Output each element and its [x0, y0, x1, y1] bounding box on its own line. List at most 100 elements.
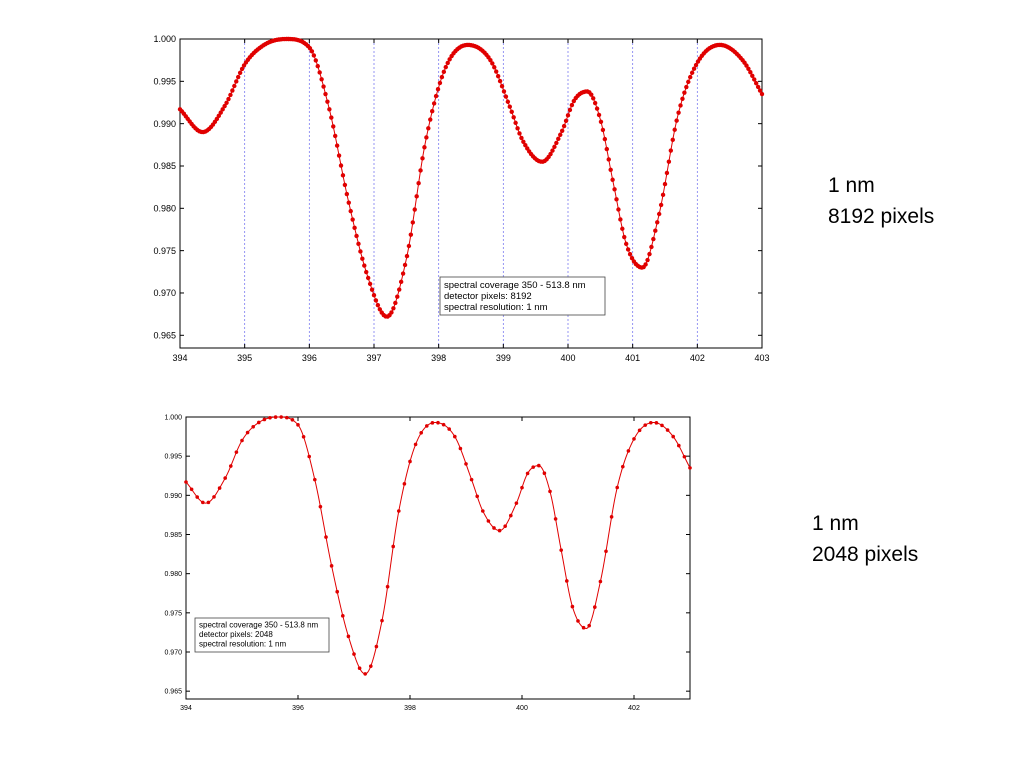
data-point	[239, 66, 245, 72]
data-point	[654, 421, 659, 425]
data-point	[759, 91, 765, 97]
data-point	[678, 103, 683, 108]
x-tick-label: 403	[754, 353, 769, 363]
data-point	[550, 148, 555, 153]
y-tick-label: 0.980	[153, 203, 176, 213]
data-point	[398, 279, 404, 285]
data-point	[365, 275, 371, 281]
data-point	[515, 126, 520, 131]
data-point	[581, 625, 586, 630]
y-tick-label: 0.995	[164, 454, 182, 461]
data-point	[228, 92, 233, 98]
y-tick-label: 0.965	[153, 330, 176, 340]
data-point	[494, 69, 499, 74]
data-point	[369, 287, 375, 292]
data-point	[509, 513, 513, 518]
data-point	[344, 191, 350, 197]
data-point	[315, 63, 320, 69]
chart1-resolution-text: 1 nm	[828, 174, 875, 197]
data-point	[406, 243, 412, 249]
data-point	[360, 256, 365, 261]
data-point	[519, 135, 524, 141]
x-tick-label: 396	[302, 353, 317, 363]
data-point	[520, 485, 524, 490]
data-point	[616, 207, 621, 212]
data-point	[375, 302, 381, 308]
data-point	[674, 118, 679, 123]
data-point	[488, 57, 493, 63]
data-point	[561, 123, 567, 129]
data-point	[548, 151, 553, 157]
data-point	[436, 420, 440, 425]
data-point	[548, 489, 552, 494]
data-point	[408, 459, 412, 464]
data-point	[632, 437, 636, 441]
data-point	[594, 106, 600, 111]
data-point	[385, 584, 390, 589]
data-point	[447, 57, 452, 62]
data-point	[402, 482, 407, 486]
x-tick-label: 400	[516, 705, 528, 712]
data-point	[279, 415, 284, 419]
data-point	[567, 107, 573, 113]
data-point	[334, 143, 340, 148]
data-point	[341, 614, 345, 618]
data-point	[662, 181, 668, 187]
data-point	[458, 446, 463, 451]
data-point	[503, 94, 509, 99]
data-point	[680, 96, 685, 102]
data-point	[412, 207, 417, 212]
data-point	[689, 70, 695, 75]
data-point	[414, 194, 419, 199]
data-point	[497, 528, 502, 533]
data-point	[658, 202, 664, 208]
y-tick-label: 0.965	[164, 689, 182, 696]
data-point	[356, 241, 361, 247]
data-point	[307, 454, 312, 459]
data-point	[622, 234, 627, 240]
data-point	[682, 454, 687, 459]
data-point	[251, 424, 255, 429]
data-point	[559, 548, 563, 552]
data-point	[645, 257, 650, 263]
data-point	[509, 109, 514, 115]
data-point	[189, 487, 194, 492]
data-point	[552, 144, 557, 150]
data-point	[649, 244, 654, 250]
data-point	[268, 415, 272, 420]
data-point	[367, 281, 373, 287]
data-point	[216, 113, 221, 119]
legend-line: spectral coverage 350 - 513.8 nm	[444, 280, 586, 291]
y-tick-label: 0.975	[153, 246, 176, 256]
data-point	[525, 471, 530, 476]
data-point	[620, 226, 625, 231]
data-point	[443, 64, 448, 70]
data-point	[418, 168, 423, 173]
y-tick-label: 0.980	[164, 571, 182, 578]
data-point	[589, 92, 594, 97]
data-point	[369, 664, 373, 668]
data-point	[323, 91, 328, 97]
data-point	[318, 504, 323, 509]
data-point	[523, 143, 528, 148]
data-point	[309, 49, 315, 54]
data-point	[195, 495, 199, 499]
data-point	[600, 127, 606, 133]
data-point	[556, 136, 561, 142]
data-point	[670, 137, 675, 143]
data-point	[618, 217, 623, 222]
data-point	[230, 88, 235, 93]
data-point	[614, 197, 619, 202]
data-point	[402, 262, 408, 268]
data-point	[565, 113, 571, 118]
legend-line: spectral coverage 350 - 513.8 nm	[199, 621, 319, 630]
y-tick-label: 0.985	[164, 532, 182, 539]
series-markers	[184, 415, 692, 676]
data-point	[596, 112, 602, 118]
x-tick-label: 398	[431, 353, 446, 363]
data-point	[688, 74, 693, 80]
data-point	[656, 211, 662, 217]
data-point	[492, 526, 496, 530]
data-point	[495, 73, 501, 79]
data-point	[313, 58, 318, 63]
